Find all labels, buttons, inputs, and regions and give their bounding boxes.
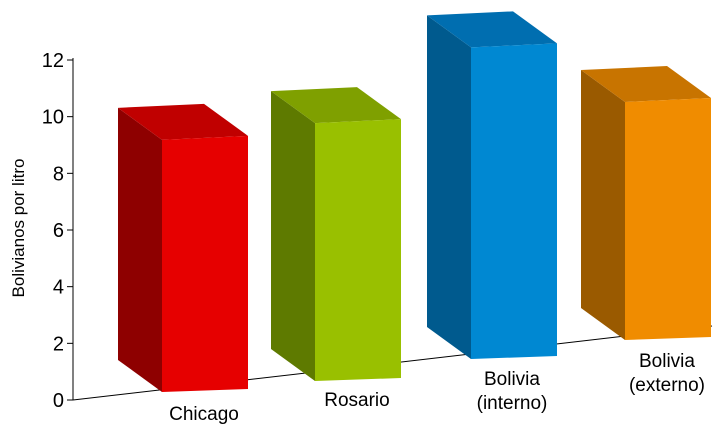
bar-side-face bbox=[271, 91, 315, 382]
bar-1 bbox=[118, 103, 248, 393]
y-tick-label: 4 bbox=[53, 277, 64, 299]
bars-layer bbox=[118, 11, 711, 393]
bar-top-face bbox=[581, 66, 711, 102]
y-tick-label: 8 bbox=[53, 163, 64, 185]
y-tick-label: 10 bbox=[42, 107, 64, 129]
bar-side-face bbox=[118, 107, 162, 392]
bar-front-face bbox=[162, 135, 248, 393]
bar-top-face bbox=[118, 103, 248, 140]
y-axis-label: Bolivianos por litro bbox=[9, 159, 28, 298]
bar-front-face bbox=[315, 119, 401, 382]
bar-top-face bbox=[427, 11, 557, 48]
y-tick-label: 12 bbox=[42, 50, 64, 72]
y-tick-label: 6 bbox=[53, 220, 64, 242]
y-tick-label: 0 bbox=[53, 390, 64, 412]
bar-front-face bbox=[471, 43, 557, 359]
bar-side-face bbox=[581, 70, 625, 340]
x-tick-label: Chicago bbox=[169, 404, 239, 425]
y-tick-label: 2 bbox=[53, 333, 64, 355]
bar-front-face bbox=[625, 98, 711, 340]
bar-top-face bbox=[271, 87, 401, 124]
labels-layer: Chicago Rosario Bolivia (interno) Bolivia (ex… bbox=[169, 351, 705, 425]
x-tick-label: Bolivia (interno) bbox=[477, 369, 548, 414]
bar-side-face bbox=[427, 15, 471, 359]
bar-2 bbox=[271, 87, 401, 382]
bar-4 bbox=[581, 66, 711, 340]
x-tick-label: Rosario bbox=[324, 390, 389, 411]
bar-3 bbox=[427, 11, 557, 359]
x-tick-label: Bolivia (externo) bbox=[629, 351, 705, 396]
